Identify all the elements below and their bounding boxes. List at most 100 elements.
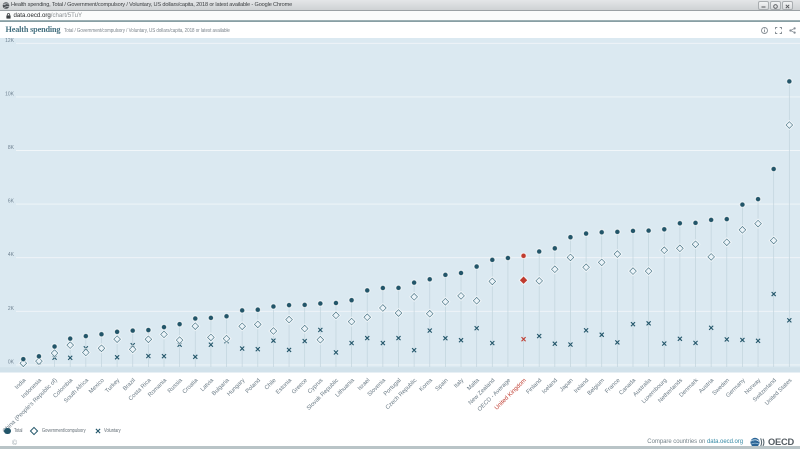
country-label: Italy <box>453 378 465 390</box>
country-marks-spain[interactable] <box>440 271 451 341</box>
data-points[interactable] <box>18 78 795 369</box>
country-marks-oecd-average[interactable] <box>504 254 512 262</box>
country-marks-norway[interactable] <box>752 195 764 344</box>
country-label: India <box>14 377 28 391</box>
country-marks-brazil[interactable] <box>127 327 138 355</box>
country-marks-france[interactable] <box>612 228 623 345</box>
country-marks-korea[interactable] <box>424 276 435 334</box>
legend-government-label[interactable]: Government/compulsory <box>41 428 86 435</box>
country-marks-lithuania[interactable] <box>346 296 357 346</box>
window-title: Health spending, Total / Government/comp… <box>11 2 293 8</box>
country-label: Japan <box>559 378 575 394</box>
country-marks-denmark[interactable] <box>690 219 701 346</box>
country-marks-slovenia[interactable] <box>377 284 388 346</box>
country-marks-belgium[interactable] <box>596 228 607 338</box>
copyright-symbol: © <box>12 439 18 447</box>
country-marks-costa-rica[interactable] <box>143 326 154 359</box>
compare-countries-text: Compare countries on data.oecd.org <box>0 439 743 445</box>
page-favicon-globe-icon <box>2 1 10 9</box>
y-tick-label: 6K <box>8 199 15 205</box>
country-marks-israel[interactable] <box>362 287 373 341</box>
country-marks-canada[interactable] <box>627 227 639 327</box>
page-top-border <box>0 20 800 22</box>
country-marks-turkey[interactable] <box>111 328 123 360</box>
country-marks-colombia[interactable] <box>65 335 76 361</box>
country-marks-luxembourg[interactable] <box>659 226 670 347</box>
country-marks-switzerland[interactable] <box>768 165 779 297</box>
country-marks-greece[interactable] <box>299 301 310 344</box>
country-marks-italy[interactable] <box>455 269 467 343</box>
oecd-logo-globe-icon[interactable] <box>750 437 768 448</box>
country-marks-india[interactable] <box>18 355 29 369</box>
country-marks-slovak-republic[interactable] <box>330 299 342 355</box>
country-marks-japan[interactable] <box>565 233 576 347</box>
country-marks-chile[interactable] <box>268 303 279 344</box>
country-label: Finland <box>525 378 543 396</box>
legend-total-label[interactable]: Total <box>13 428 22 435</box>
plot-baseline-band <box>0 367 800 373</box>
country-label: Mexico <box>88 377 106 395</box>
legend-voluntary-x-icon[interactable] <box>95 428 101 434</box>
page-subtitle: Total / Government/compulsory / Voluntar… <box>64 27 230 34</box>
country-label: Belgium <box>587 378 606 397</box>
footer-bottom-bar <box>0 445 800 449</box>
legend-total-circle-icon[interactable] <box>4 427 11 435</box>
y-tick-label: 12K <box>5 38 15 44</box>
country-label: Spain <box>435 378 450 393</box>
country-marks-austria[interactable] <box>706 216 717 331</box>
country-marks-indonesia[interactable] <box>33 353 45 367</box>
country-label: Turkey <box>104 378 121 395</box>
url-path: /chart/5TuY <box>50 12 83 19</box>
browser-titlebar: Health spending, Total / Government/comp… <box>0 0 800 11</box>
y-tick-label: 4K <box>8 252 15 258</box>
country-marks-hungary[interactable] <box>237 307 248 351</box>
country-marks-south-africa[interactable] <box>80 332 91 358</box>
country-marks-romania[interactable] <box>158 323 170 359</box>
window-close-button[interactable] <box>782 1 793 10</box>
plot-background <box>0 38 800 373</box>
fullscreen-icon[interactable] <box>774 26 782 34</box>
country-label: Estonia <box>275 377 294 396</box>
window-minimize-button[interactable] <box>758 1 769 10</box>
country-marks-china-people-s-republic-of-[interactable] <box>49 343 60 361</box>
country-marks-united-states[interactable] <box>784 78 795 323</box>
country-marks-finland[interactable] <box>534 248 545 339</box>
country-marks-germany[interactable] <box>737 201 748 343</box>
country-marks-sweden[interactable] <box>721 215 732 342</box>
country-marks-estonia[interactable] <box>283 301 295 353</box>
y-tick-label: 0K <box>8 359 15 365</box>
country-marks-malta[interactable] <box>471 263 482 331</box>
country-label: Korea <box>419 377 435 393</box>
compare-link[interactable]: data.oecd.org <box>706 438 743 445</box>
country-marks-latvia[interactable] <box>205 314 217 348</box>
url-text[interactable]: data.oecd.org/chart/5TuY <box>14 11 83 20</box>
share-icon[interactable] <box>789 26 796 34</box>
info-icon[interactable] <box>760 26 768 34</box>
legend-voluntary-label[interactable]: Voluntary <box>103 428 121 435</box>
url-domain: data.oecd.org <box>13 12 51 19</box>
browser-urlbar[interactable]: data.oecd.org/chart/5TuY <box>0 11 800 20</box>
y-tick-label: 8K <box>8 145 15 151</box>
country-marks-new-zealand[interactable] <box>487 256 498 346</box>
country-marks-netherlands[interactable] <box>674 220 685 342</box>
country-marks-iceland[interactable] <box>549 245 560 347</box>
page-title: Health spending <box>5 25 61 35</box>
y-tick-label: 10K <box>5 91 15 97</box>
country-marks-poland[interactable] <box>252 306 263 352</box>
window-maximize-button[interactable] <box>770 1 781 10</box>
country-marks-cyprus[interactable] <box>315 300 326 345</box>
oecd-logo-text[interactable]: OECD <box>768 436 795 447</box>
country-marks-bulgaria[interactable] <box>221 313 232 344</box>
country-marks-czech-republic[interactable] <box>409 279 420 353</box>
country-marks-russia[interactable] <box>174 320 185 348</box>
country-marks-croatia[interactable] <box>190 315 201 360</box>
header-toolbar <box>758 26 796 45</box>
country-marks-australia[interactable] <box>643 227 654 326</box>
country-marks-ireland[interactable] <box>580 230 592 333</box>
https-lock-icon <box>6 12 11 19</box>
country-marks-portugal[interactable] <box>393 284 404 341</box>
country-marks-united-kingdom[interactable] <box>518 252 529 342</box>
country-marks-mexico[interactable] <box>96 330 107 354</box>
